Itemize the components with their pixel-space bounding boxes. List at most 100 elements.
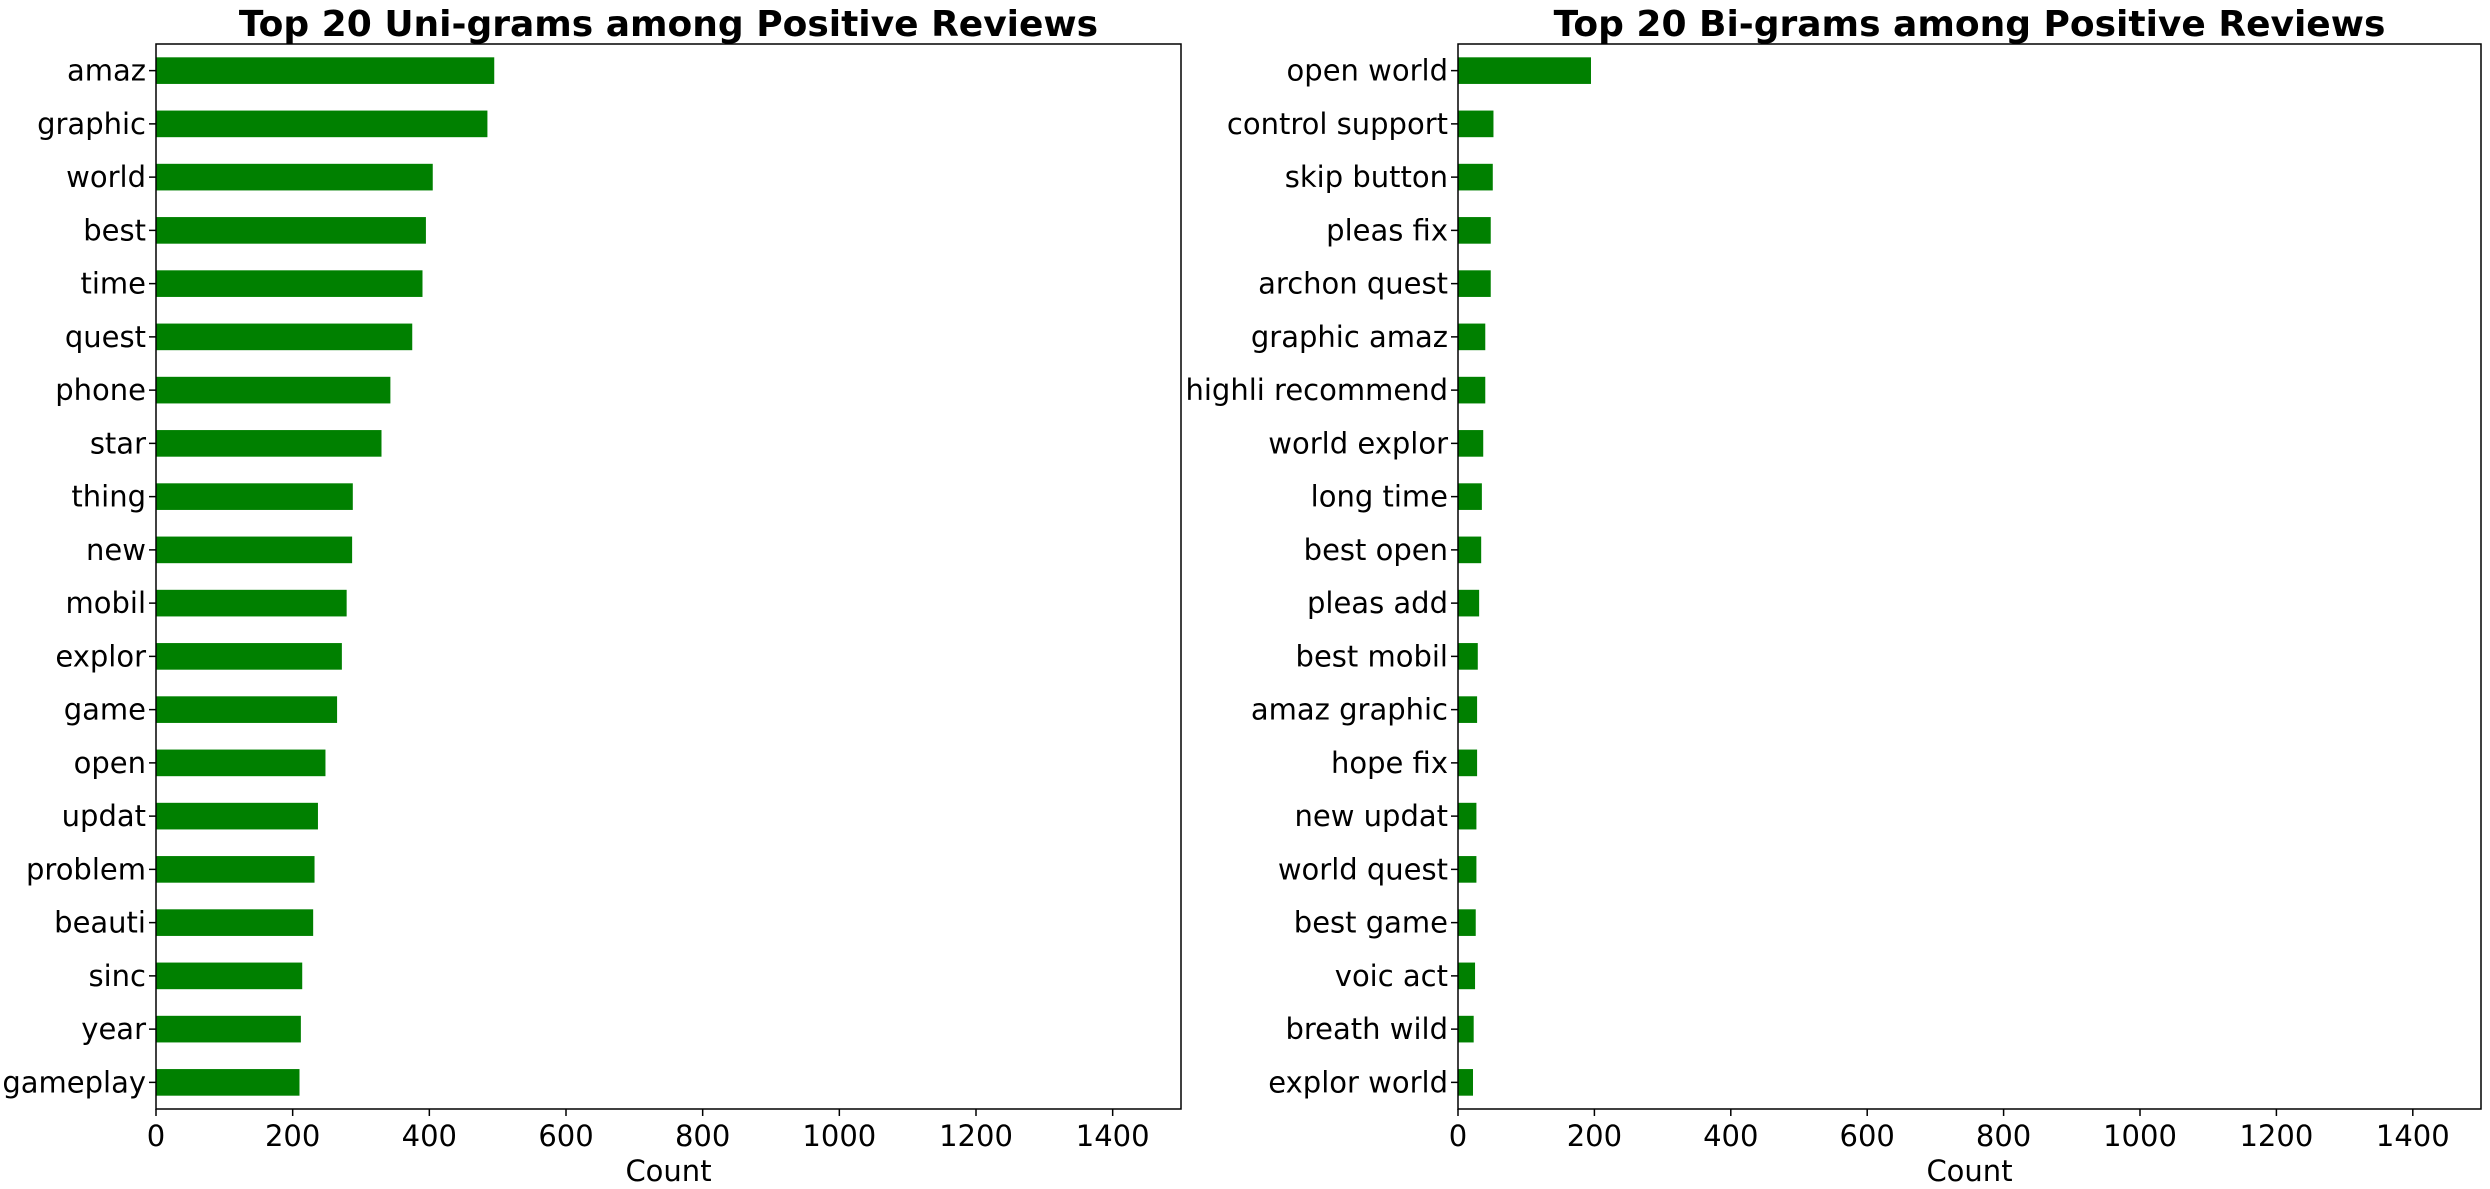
bigram-bar [1458,1015,1474,1043]
unigram-category-label: updat [62,799,146,833]
bigram-category-label: control support [1227,107,1448,141]
bigram-bar [1458,217,1491,244]
bigram-category-label: graphic amaz [1251,320,1448,354]
unigram-bar [156,430,382,457]
unigram-bar [156,483,353,510]
bigram-axes-frame [1457,43,2482,1110]
bigram-bar [1458,536,1482,564]
unigram-category-label: graphic [37,107,146,141]
unigram-category-label: world [66,160,146,194]
bigram-category-label: best open [1304,533,1448,567]
bigram-category-label: new updat [1295,799,1449,833]
unigram-category-label: game [64,693,146,727]
bigram-xtick-label: 0 [1449,1119,1467,1153]
bigram-xtick-label: 400 [1703,1119,1758,1153]
bigram-bar [1458,909,1476,936]
unigram-bar [156,962,303,990]
bigram-xtick-label: 600 [1840,1119,1895,1153]
unigram-bar [156,909,314,936]
bigram-category-label: world explor [1268,426,1448,460]
unigram-bar [156,589,347,617]
bigram-bar [1458,376,1486,404]
bigram-bar [1458,802,1477,830]
unigram-category-label: sinc [89,959,147,993]
bigram-chart: Top 20 Bi-grams among Positive Reviews op… [1185,4,2482,1188]
unigram-chart: Top 20 Uni-grams among Positive Reviews a… [2,4,1182,1188]
unigram-bar [156,856,315,883]
unigram-xtick-label: 1200 [939,1119,1013,1153]
unigram-category-label: quest [65,320,146,354]
unigram-category-label: gameplay [2,1065,146,1099]
bigram-category-label: voic act [1335,959,1448,993]
unigram-category-label: problem [26,852,146,886]
unigram-bar [156,270,423,297]
unigram-category-label: new [86,533,146,567]
bigram-xtick-label: 1400 [2376,1119,2450,1153]
bigram-category-label: archon quest [1258,267,1448,301]
bigram-xtick-label: 200 [1567,1119,1622,1153]
bigram-bar [1458,643,1478,670]
bigram-bar [1458,962,1476,990]
bigram-category-label: highli recommend [1185,373,1448,407]
unigram-bar [156,643,342,670]
unigram-bar [156,376,391,404]
unigram-bar [156,696,338,723]
unigram-xlabel: Count [625,1154,711,1188]
unigram-bar [156,163,433,191]
unigram-category-label: open [74,746,146,780]
bigram-title: Top 20 Bi-grams among Positive Reviews [1554,4,2386,45]
unigram-bar [156,536,353,564]
bigram-bar [1458,323,1486,351]
unigram-bar [156,802,318,830]
unigram-category-label: amaz [67,54,146,88]
unigram-category-label: thing [71,480,146,514]
unigram-xtick-label: 0 [147,1119,165,1153]
unigram-xtick-label: 200 [265,1119,320,1153]
bigram-category-label: best mobil [1296,639,1448,673]
bigram-category-label: open world [1287,54,1448,88]
bigram-category-label: pleas add [1307,586,1448,620]
unigram-axes-frame [155,43,1182,1110]
bigram-category-label: skip button [1285,160,1448,194]
unigram-category-label: best [83,213,146,247]
unigram-bar [156,217,426,244]
unigram-xtick-label: 600 [538,1119,593,1153]
unigram-bar [156,749,326,777]
unigram-xtick-label: 800 [675,1119,730,1153]
unigram-xtick-label: 1400 [1076,1119,1150,1153]
unigram-xtick-label: 400 [402,1119,457,1153]
unigram-category-label: mobil [65,586,146,620]
bigram-category-label: best game [1294,906,1448,940]
unigram-category-label: star [90,426,146,460]
unigram-title: Top 20 Uni-grams among Positive Reviews [239,4,1098,45]
unigram-bar [156,1015,301,1043]
unigram-category-label: explor [55,639,146,673]
bigram-bar [1458,483,1482,510]
bigram-bar [1458,270,1491,297]
bigram-xlabel: Count [1926,1154,2012,1188]
bigram-bar [1458,856,1477,883]
bigram-category-label: explor world [1268,1065,1448,1099]
bigram-bar [1458,57,1591,84]
bigram-category-label: hope fix [1331,746,1448,780]
unigram-bar [156,57,495,84]
bigram-bar [1458,749,1478,777]
unigram-bar [156,110,488,138]
bigram-category-label: pleas fix [1326,213,1448,247]
bigram-bar [1458,696,1478,723]
unigram-category-label: phone [55,373,146,407]
bigram-bar [1458,1069,1474,1096]
bigram-xtick-label: 1000 [2103,1119,2177,1153]
bigram-category-label: amaz graphic [1251,693,1448,727]
bigram-bar [1458,430,1484,457]
bigram-category-label: breath wild [1285,1012,1448,1046]
bigram-xtick-label: 800 [1976,1119,2031,1153]
bigram-bar [1458,589,1480,617]
unigram-xtick-label: 1000 [802,1119,876,1153]
unigram-bar [156,323,413,351]
bigram-bar [1458,110,1494,138]
bigram-xtick-label: 1200 [2239,1119,2313,1153]
bigram-category-label: world quest [1278,852,1448,886]
unigram-category-label: beauti [54,906,146,940]
